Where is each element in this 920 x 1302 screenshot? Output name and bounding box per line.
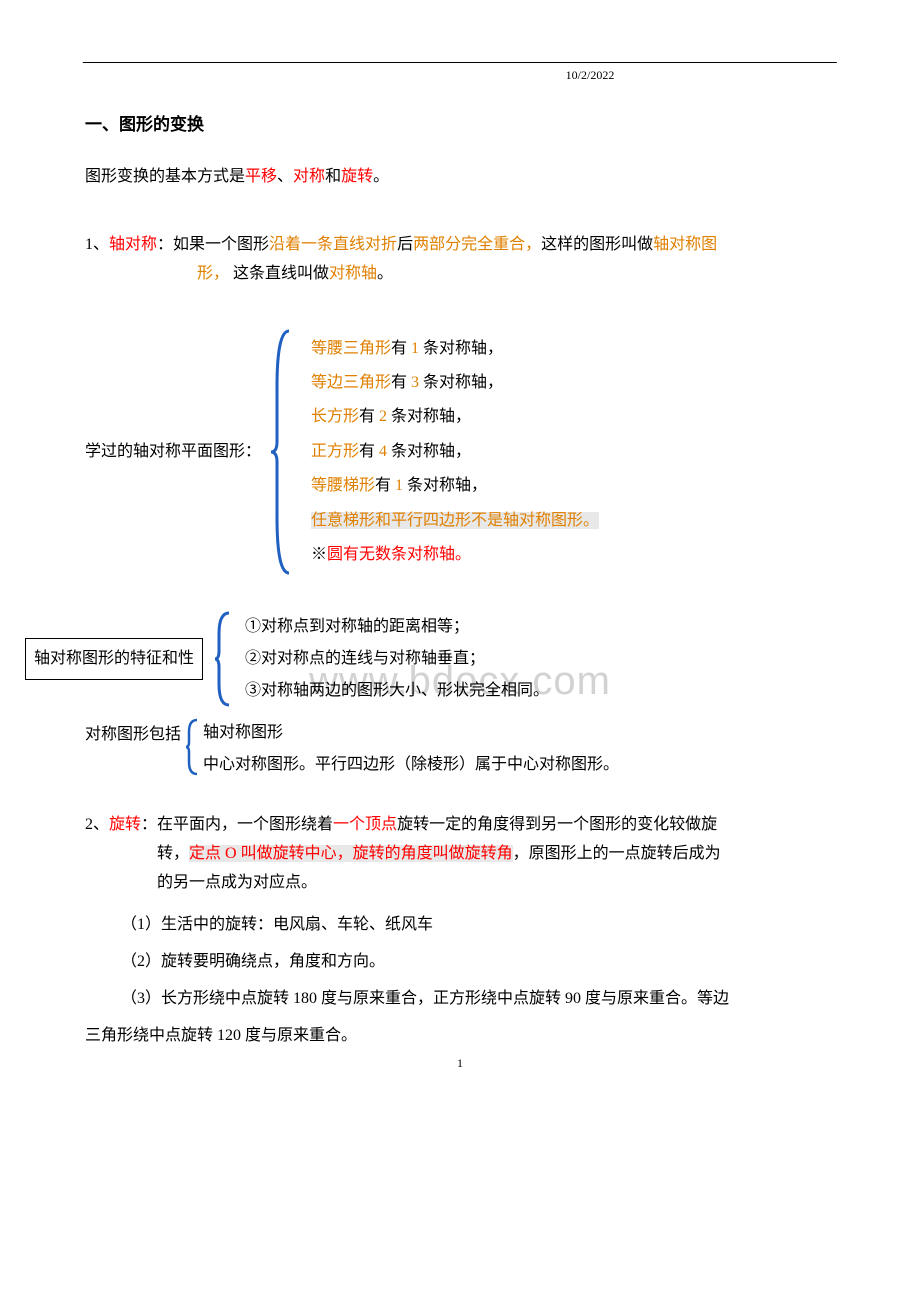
shape-mid: 有: [391, 374, 407, 391]
bracket-icon: [213, 609, 233, 709]
rotation-colon: ：在平面内，一个图形绕着: [141, 816, 333, 833]
axial-line2-hl: 形，: [197, 265, 229, 282]
document-page: 10/2/2022 www.bdocx.com 一、图形的变换 图形变换的基本方…: [0, 0, 920, 1095]
shapes-label: 学过的轴对称平面图形：: [85, 438, 261, 467]
intro-m2: 对称: [293, 168, 325, 185]
axial-mid2: 这样的图形叫做: [541, 236, 653, 253]
rotation-line1: 2、旋转：在平面内，一个图形绕着一个顶点旋转一定的角度得到另一个图形的变化较做旋: [85, 811, 835, 840]
shapes-list: 等腰三角形有 1 条对称轴， 等边三角形有 3 条对称轴， 长方形有 2 条对称…: [311, 332, 599, 573]
intro-line: 图形变换的基本方式是平移、对称和旋转。: [85, 163, 835, 192]
header-date: 10/2/2022: [566, 65, 615, 87]
rotation-label: 旋转: [109, 816, 141, 833]
circle-text: 圆有无数条对称轴。: [327, 546, 471, 563]
bracket-icon: [269, 327, 293, 577]
shape-item: 等腰三角形有 1 条对称轴，: [311, 332, 599, 366]
shape-suffix: 条对称轴，: [391, 443, 471, 460]
axial-mid1: 后: [397, 236, 413, 253]
header-line: 10/2/2022: [83, 62, 837, 87]
shape-mid: 有: [359, 443, 375, 460]
shape-count: 1: [407, 340, 423, 357]
page-number: 1: [457, 1053, 463, 1075]
shapes-section: 学过的轴对称平面图形： 等腰三角形有 1 条对称轴， 等边三角形有 3 条对称轴…: [85, 327, 835, 577]
bracket-icon: [185, 717, 201, 777]
shape-name: 正方形: [311, 443, 359, 460]
shape-mid: 有: [375, 477, 391, 494]
shape-suffix: 条对称轴，: [423, 374, 503, 391]
rotation-line2: 转，定点 O 叫做旋转中心，旋转的角度叫做旋转角，原图形上的一点旋转后成为: [157, 840, 835, 869]
intro-sep1: 、: [277, 168, 293, 185]
axial-line1: 1、轴对称：如果一个图形沿着一条直线对折后两部分完全重合，这样的图形叫做轴对称图: [85, 231, 835, 260]
rotation-hl2: 定点 O 叫做旋转中心，旋转的角度叫做旋转角: [189, 845, 513, 862]
axial-hl1: 沿着一条直线对折: [269, 236, 397, 253]
features-label: 轴对称图形的特征和性: [25, 638, 203, 681]
intro-m3: 旋转: [341, 168, 373, 185]
intro-m1: 平移: [245, 168, 277, 185]
features-section: 轴对称图形的特征和性 ①对称点到对称轴的距离相等； ②对对称点的连线与对称轴垂直…: [85, 609, 835, 709]
rotation-mid1: 旋转一定的角度得到另一个图形的变化较做旋: [397, 816, 717, 833]
section-title: 一、图形的变换: [85, 110, 835, 141]
rotation-line2-pre: 转，: [157, 845, 189, 862]
shape-mid: 有: [359, 408, 375, 425]
include-item1: 轴对称图形: [203, 717, 619, 749]
shape-count: 2: [375, 408, 391, 425]
shape-count: 3: [407, 374, 423, 391]
axial-line2-hl2: 对称轴: [329, 265, 377, 282]
shape-suffix: 条对称轴，: [423, 340, 503, 357]
shape-name: 等腰三角形: [311, 340, 391, 357]
shape-item: 等腰梯形有 1 条对称轴，: [311, 469, 599, 503]
rotation-hl1: 一个顶点: [333, 816, 397, 833]
content: 一、图形的变换 图形变换的基本方式是平移、对称和旋转。 1、轴对称：如果一个图形…: [85, 110, 835, 1055]
shape-suffix: 条对称轴，: [391, 408, 471, 425]
include-item2: 中心对称图形。平行四边形（除棱形）属于中心对称图形。: [203, 749, 619, 781]
include-section: 对称图形包括 轴对称图形 中心对称图形。平行四边形（除棱形）属于中心对称图形。: [85, 717, 835, 781]
shape-note-text: 任意梯形和平行四边形不是轴对称图形。: [311, 512, 599, 529]
shape-mid: 有: [391, 340, 407, 357]
shape-item: 等边三角形有 3 条对称轴，: [311, 366, 599, 400]
rotation-line2-mid: ，原图形上的一点旋转后成为: [513, 845, 721, 862]
axial-line2-mid: 这条直线叫做: [229, 265, 329, 282]
axial-hl2: 两部分完全重合，: [413, 236, 541, 253]
shape-suffix: 条对称轴，: [407, 477, 487, 494]
shape-count: 4: [375, 443, 391, 460]
axial-line2: 形， 这条直线叫做对称轴。: [197, 260, 835, 289]
feature-item: ②对对称点的连线与对称轴垂直；: [245, 643, 549, 675]
rotation-num: 2、: [85, 816, 109, 833]
circle-note: ※圆有无数条对称轴。: [311, 538, 599, 572]
axial-definition: 1、轴对称：如果一个图形沿着一条直线对折后两部分完全重合，这样的图形叫做轴对称图…: [85, 231, 835, 289]
shape-name: 长方形: [311, 408, 359, 425]
shape-item: 正方形有 4 条对称轴，: [311, 435, 599, 469]
shape-note: 任意梯形和平行四边形不是轴对称图形。: [311, 504, 599, 538]
axial-line2-end: 。: [377, 265, 393, 282]
rotation-line3: 的另一点成为对应点。: [157, 869, 835, 898]
axial-colon: ：如果一个图形: [157, 236, 269, 253]
feature-item: ①对称点到对称轴的距离相等；: [245, 611, 549, 643]
rotation-definition: 2、旋转：在平面内，一个图形绕着一个顶点旋转一定的角度得到另一个图形的变化较做旋…: [85, 811, 835, 897]
circle-prefix: ※: [311, 546, 327, 563]
shape-item: 长方形有 2 条对称轴，: [311, 400, 599, 434]
include-list: 轴对称图形 中心对称图形。平行四边形（除棱形）属于中心对称图形。: [203, 717, 619, 781]
rotation-sub2: （2）旋转要明确绕点，角度和方向。: [121, 944, 835, 981]
shape-count: 1: [391, 477, 407, 494]
rotation-sub1: （1）生活中的旋转：电风扇、车轮、纸风车: [121, 907, 835, 944]
include-label: 对称图形包括: [85, 721, 181, 750]
rotation-sub3b: 三角形绕中点旋转 120 度与原来重合。: [85, 1018, 835, 1055]
intro-sep2: 和: [325, 168, 341, 185]
features-list: ①对称点到对称轴的距离相等； ②对对称点的连线与对称轴垂直； ③对称轴两边的图形…: [245, 611, 549, 707]
shape-name: 等腰梯形: [311, 477, 375, 494]
intro-prefix: 图形变换的基本方式是: [85, 168, 245, 185]
feature-item: ③对称轴两边的图形大小、形状完全相同。: [245, 675, 549, 707]
intro-suffix: 。: [373, 168, 389, 185]
axial-hl3: 轴对称图: [653, 236, 717, 253]
axial-num: 1、: [85, 236, 109, 253]
rotation-sub3a: （3）长方形绕中点旋转 180 度与原来重合，正方形绕中点旋转 90 度与原来重…: [121, 981, 835, 1018]
axial-label: 轴对称: [109, 236, 157, 253]
shape-name: 等边三角形: [311, 374, 391, 391]
